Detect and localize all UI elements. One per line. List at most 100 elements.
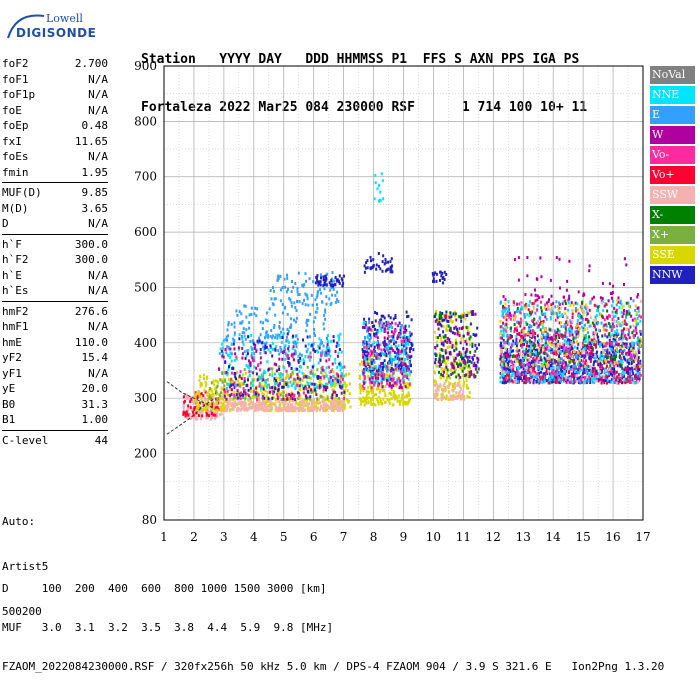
- data-point-vo-: [505, 377, 507, 380]
- data-point-nnw: [233, 343, 235, 346]
- data-point-nne: [506, 371, 508, 374]
- data-point-e: [525, 372, 527, 375]
- data-point-e: [293, 301, 295, 304]
- data-point-vo-: [190, 398, 192, 401]
- data-point-nnw: [504, 381, 506, 384]
- data-point-w: [258, 394, 260, 397]
- data-point-e: [372, 367, 374, 370]
- data-point-sse: [197, 390, 199, 393]
- data-point-e: [576, 356, 578, 359]
- data-point-nnw: [436, 280, 438, 283]
- data-point-nnw: [609, 351, 611, 354]
- data-point-nne: [281, 341, 283, 344]
- data-point-w: [602, 297, 604, 300]
- data-point-w: [612, 322, 614, 325]
- data-point-nne: [564, 370, 566, 373]
- data-point-ssw: [294, 408, 296, 411]
- data-point-e: [231, 352, 233, 355]
- data-point-ssw: [232, 406, 234, 409]
- data-point-e: [554, 330, 556, 333]
- data-point-nnw: [383, 365, 385, 368]
- data-point-e: [243, 327, 245, 330]
- data-point-sse: [379, 391, 381, 394]
- data-point-sse: [385, 401, 387, 404]
- data-point-sse: [377, 400, 379, 403]
- data-point-e: [284, 346, 286, 349]
- data-point-vo-: [328, 381, 330, 384]
- x-tick-label: 11: [456, 530, 471, 544]
- data-point-ssw: [341, 402, 343, 405]
- data-point-x-: [474, 350, 476, 353]
- data-point-nne: [367, 334, 369, 337]
- data-point-e: [538, 361, 540, 364]
- data-point-e: [303, 299, 305, 302]
- data-point-sse: [197, 401, 199, 404]
- y-tick-label: 300: [134, 391, 157, 405]
- data-point-vo-: [404, 337, 406, 340]
- data-point-nnw: [595, 360, 597, 363]
- data-point-nnw: [512, 349, 514, 352]
- data-point-w: [390, 340, 392, 343]
- data-point-e: [301, 284, 303, 287]
- data-point-w: [369, 365, 371, 368]
- data-point-w: [623, 327, 625, 330]
- data-point-w: [341, 392, 343, 395]
- data-point-nne: [253, 366, 255, 369]
- data-point-sse: [217, 381, 219, 384]
- data-point-nne: [375, 365, 377, 368]
- data-point-e: [243, 304, 245, 307]
- data-point-vo-: [611, 342, 613, 345]
- data-point-e: [255, 314, 257, 317]
- data-point-nnw: [343, 275, 345, 278]
- data-point-sse: [393, 391, 395, 394]
- data-point-vo-: [251, 355, 253, 358]
- data-point-nnw: [315, 276, 317, 279]
- x-tick-label: 14: [546, 530, 562, 544]
- data-point-nnw: [247, 335, 249, 338]
- data-point-sse: [266, 395, 268, 398]
- data-point-x-: [447, 369, 449, 372]
- data-point-w: [617, 317, 619, 320]
- data-point-vo-: [403, 381, 405, 384]
- data-point-e: [584, 324, 586, 327]
- data-point-w: [449, 316, 451, 319]
- data-point-nne: [377, 187, 379, 190]
- data-point-w: [609, 342, 611, 345]
- data-point-w: [384, 336, 386, 339]
- data-point-x-: [456, 362, 458, 365]
- data-point-sse: [389, 402, 391, 405]
- data-point-nnw: [253, 342, 255, 345]
- data-point-w: [293, 358, 295, 361]
- data-point-vo-: [372, 350, 374, 353]
- data-point-e: [262, 327, 264, 330]
- data-point-w: [308, 385, 310, 388]
- data-point-x-: [307, 366, 309, 369]
- data-point-nnw: [410, 347, 412, 350]
- data-point-w: [378, 373, 380, 376]
- data-point-e: [248, 327, 250, 330]
- data-point-nnw: [382, 270, 384, 273]
- data-point-ssw: [289, 401, 291, 404]
- data-point-w: [473, 354, 475, 357]
- data-point-w: [225, 348, 227, 351]
- data-point-e: [265, 331, 267, 334]
- data-point-vo-: [206, 414, 208, 417]
- data-point-w: [238, 346, 240, 349]
- data-point-nnw: [245, 357, 247, 360]
- data-point-nne: [584, 340, 586, 343]
- data-point-sse: [391, 397, 393, 400]
- data-point-w: [552, 302, 554, 305]
- data-point-vo-: [322, 366, 324, 369]
- data-point-nne: [398, 344, 400, 347]
- data-point-e: [297, 293, 299, 296]
- data-point-nnw: [371, 321, 373, 324]
- data-point-vo-: [363, 387, 365, 390]
- data-point-e: [575, 366, 577, 369]
- data-point-e: [291, 305, 293, 308]
- data-point-x-: [464, 367, 466, 370]
- data-point-nne: [629, 359, 631, 362]
- data-point-e: [306, 350, 308, 353]
- data-point-sse: [271, 371, 273, 374]
- data-point-nne: [271, 374, 273, 377]
- data-point-w: [225, 398, 227, 401]
